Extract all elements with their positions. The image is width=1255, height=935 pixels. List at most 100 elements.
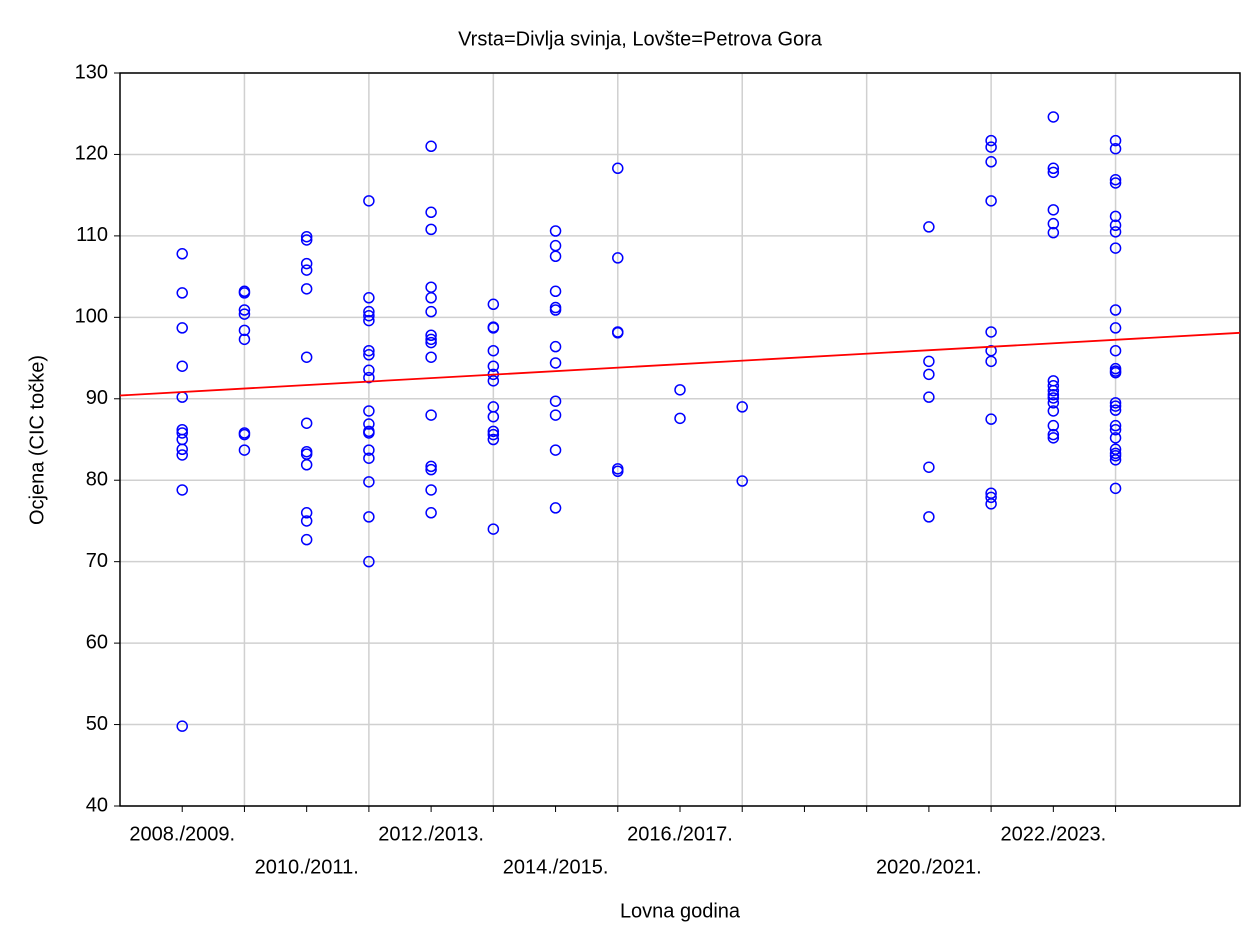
point [425,333,437,346]
point [549,357,562,369]
point [549,250,562,262]
point [1047,162,1060,175]
point [1109,322,1122,334]
point [1047,419,1060,432]
point [985,141,997,153]
point [1047,166,1060,179]
point [985,413,997,425]
point [363,444,375,456]
point [549,225,562,237]
point [176,360,188,372]
point [238,333,251,346]
point [300,257,313,270]
point [985,498,997,510]
y-tick-label: 130 [75,61,108,83]
point [363,314,375,327]
point [1047,428,1060,441]
point [487,523,500,535]
point [1109,419,1122,432]
point [363,427,375,439]
point [300,507,313,519]
point [923,221,935,233]
x-tick-label: 2012./2013. [378,823,484,845]
point [300,264,313,276]
point [985,195,997,207]
point [363,344,375,357]
point [487,344,500,357]
point [363,405,375,417]
y-tick-label: 60 [86,631,108,653]
point [176,427,188,439]
point [549,304,562,316]
point [985,491,997,504]
point [1109,142,1122,155]
point [363,371,375,384]
point [923,368,935,381]
point [425,140,437,153]
point [176,484,188,496]
point [363,364,375,377]
point [549,395,562,407]
point [425,305,437,318]
point [363,195,375,207]
point [176,287,188,299]
point [176,248,188,260]
y-tick-label: 70 [86,550,108,572]
point [425,336,437,349]
point [1047,388,1060,401]
point [363,555,375,568]
point [736,475,748,487]
point [425,223,437,236]
point [363,305,375,318]
point [612,465,624,478]
point [363,452,375,464]
y-tick-label: 80 [86,469,108,491]
point [1047,226,1060,239]
point [300,515,313,527]
point [363,309,375,322]
x-tick-label: 2010./2011. [255,856,359,878]
point [1109,177,1122,189]
point [674,412,686,425]
y-tick-label: 40 [86,794,108,816]
point [1109,404,1122,416]
point [238,304,251,316]
point [238,324,251,337]
y-tick-label: 110 [76,224,108,246]
point [1109,219,1122,232]
point [300,230,313,243]
point [363,418,375,430]
point [176,322,188,334]
point [425,329,437,342]
point [985,156,997,168]
plot-frame [119,72,1241,807]
point [1109,134,1122,147]
point [425,351,437,363]
point [612,327,624,339]
point [1109,397,1122,409]
x-tick-label: 2008./2009. [129,823,235,845]
point [549,502,562,514]
point [985,326,997,338]
fit-line [119,331,1241,397]
point [238,287,251,299]
point [1109,366,1122,379]
point [736,401,748,413]
point [1047,384,1060,397]
point [176,443,188,456]
point [1109,242,1122,254]
x-tick-label: 2016./2017. [627,823,733,845]
point [1109,304,1122,316]
point [1047,392,1060,404]
y-tick-label: 120 [75,143,108,165]
point [300,533,313,546]
point [238,308,251,320]
point [1047,379,1060,392]
y-tick-label: 50 [86,713,108,735]
point [1109,173,1122,186]
point [487,298,500,311]
point [487,410,500,423]
point [1109,450,1122,462]
point [923,461,935,473]
